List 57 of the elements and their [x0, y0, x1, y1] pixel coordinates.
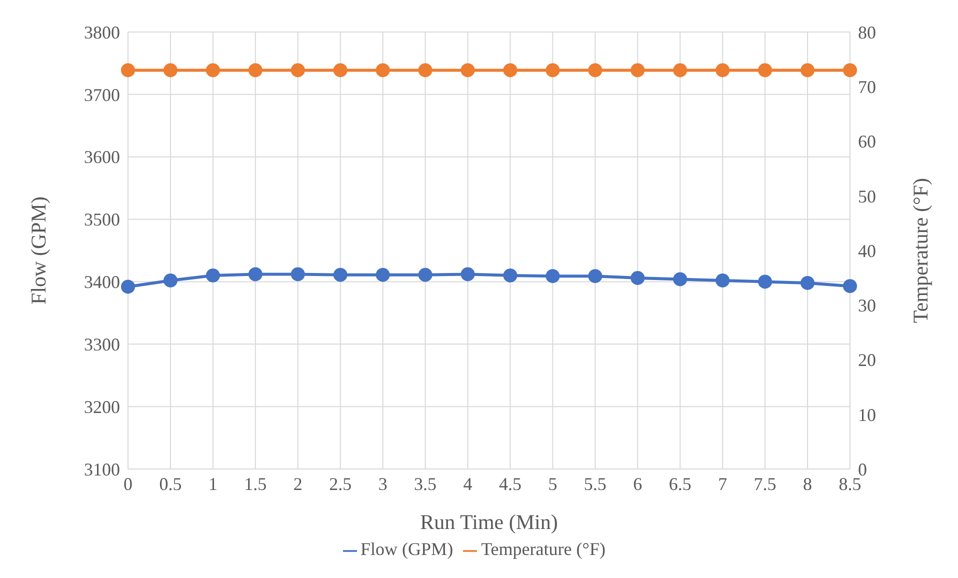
y-tick-label: 3200	[84, 396, 120, 417]
y2-tick-label: 60	[858, 132, 876, 152]
point	[460, 267, 475, 282]
x-tick-label: 7.5	[754, 474, 776, 494]
point	[673, 272, 688, 286]
x-tick-label: 6.5	[668, 474, 692, 494]
y-tick-label: 3300	[84, 334, 120, 355]
y2-tick-label: 70	[858, 77, 876, 98]
x-tick-label: 5.5	[584, 474, 606, 494]
point	[418, 268, 432, 282]
y-tick-label: 3400	[84, 272, 120, 292]
point	[546, 269, 560, 284]
point	[843, 279, 857, 294]
point	[800, 276, 815, 290]
x-tick-label: 7	[718, 474, 728, 494]
y2-tick-label: 10	[858, 404, 876, 425]
y2-axis-title: Temperature (°F)	[908, 178, 932, 324]
y-axis-title: Flow (GPM)	[26, 196, 50, 304]
y2-tick-label: 0	[858, 459, 867, 480]
y2-tick-label: 80	[858, 22, 876, 42]
x-tick-label: 2	[293, 474, 302, 494]
legend-label: Temperature (°F)	[481, 539, 606, 559]
x-tick-label: 2.5	[329, 474, 352, 494]
x-axis-title: Run Time (Min)	[420, 510, 558, 534]
point	[163, 273, 178, 288]
y-tick-label: 3800	[84, 22, 120, 42]
point	[376, 268, 390, 282]
point	[290, 267, 305, 282]
point	[248, 267, 262, 282]
point	[333, 268, 348, 282]
x-tick-label: 0.5	[159, 474, 182, 494]
y-tick-label: 3500	[84, 210, 120, 230]
point	[206, 268, 220, 282]
y-tick-label: 3100	[84, 459, 120, 480]
x-tick-label: 5	[548, 474, 558, 494]
legend-label: Flow (GPM)	[360, 539, 454, 559]
x-tick-label: 0	[124, 474, 132, 494]
x-tick-label: 4	[463, 474, 472, 494]
point	[503, 268, 518, 282]
y-tick-label: 3700	[84, 84, 120, 105]
y2-tick-label: 30	[858, 296, 876, 316]
x-tick-label: 6	[633, 474, 642, 494]
point	[758, 274, 772, 289]
x-tick-label: 1	[208, 474, 218, 494]
y-tick-label: 3600	[84, 147, 120, 168]
x-tick-label: 3.5	[414, 474, 437, 494]
point	[630, 270, 645, 285]
y2-tick-label: 20	[858, 350, 876, 370]
x-tick-label: 4.5	[498, 474, 522, 494]
x-tick-label: 1.5	[244, 474, 267, 494]
x-tick-label: 3	[378, 474, 388, 494]
point	[588, 269, 602, 284]
y2-tick-label: 40	[858, 240, 876, 261]
y2-tick-label: 50	[858, 186, 876, 206]
x-tick-label: 8	[803, 474, 812, 494]
point	[716, 273, 730, 288]
point	[121, 280, 135, 294]
